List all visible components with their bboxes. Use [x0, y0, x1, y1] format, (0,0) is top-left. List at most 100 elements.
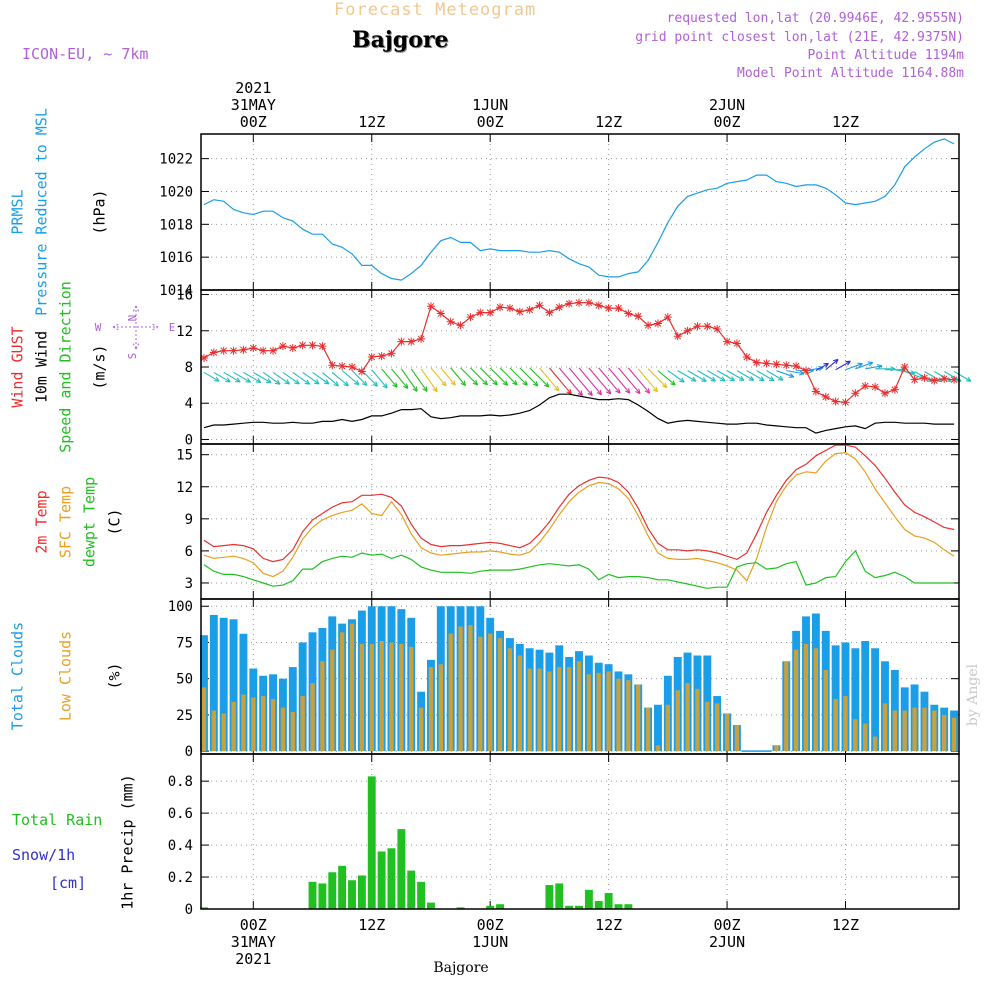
- low-cloud-bar: [290, 711, 295, 752]
- grid-coords: grid point closest lon,lat (21E, 42.9375…: [635, 30, 964, 45]
- precip-rain-label: Total Rain: [12, 811, 102, 829]
- low-cloud-bar: [793, 649, 799, 752]
- low-cloud-bar: [537, 668, 542, 752]
- wind-arrow-head: [354, 382, 360, 386]
- wind-arrow-head: [356, 380, 360, 385]
- top-time-label: 12Z: [832, 113, 859, 131]
- wind-arrow: [756, 370, 775, 382]
- precip-bar: [545, 885, 554, 909]
- wind-arrow-head: [385, 383, 388, 389]
- wind-arrow-head: [276, 379, 281, 385]
- low-cloud-bar: [695, 688, 700, 752]
- wind-arrow-head: [681, 377, 685, 383]
- requested-coords: requested lon,lat (20.9946E, 42.9555N): [666, 11, 964, 26]
- wind-arrow: [657, 370, 676, 386]
- bottom-station-label: Bajgore: [433, 960, 488, 976]
- credit-text: by Angel: [965, 663, 981, 726]
- wind-arrow-head: [492, 382, 498, 386]
- wind-arrow: [440, 367, 456, 386]
- low-cloud-bar: [616, 678, 621, 752]
- wind-arrow-head: [546, 382, 550, 388]
- low-cloud-bar: [280, 707, 286, 752]
- wind-arrow: [786, 370, 805, 375]
- wind-arrow: [489, 367, 508, 386]
- wind-arrow-head: [441, 383, 447, 387]
- wind-arrow: [223, 371, 241, 383]
- wind-arrow: [578, 367, 602, 396]
- clouds-axis-label: Low Clouds: [57, 631, 75, 721]
- temperature-axis-label: (C): [106, 508, 124, 535]
- wind-series-line-0: [203, 302, 955, 403]
- gust-marker: [683, 326, 692, 335]
- gust-marker: [792, 362, 801, 371]
- wind-arrow: [835, 360, 851, 371]
- gust-marker: [851, 389, 860, 398]
- gust-marker: [624, 309, 633, 318]
- gust-marker: [811, 387, 820, 396]
- bottom-time-label: 2JUN: [709, 933, 745, 951]
- gust-marker: [762, 359, 771, 368]
- low-cloud-bar: [478, 636, 483, 752]
- wind-arrow-head: [554, 388, 560, 392]
- low-cloud-bar: [468, 625, 473, 752]
- top-time-label: 12Z: [595, 113, 622, 131]
- top-time-label: 12Z: [358, 113, 385, 131]
- bottom-time-label: 1JUN: [472, 933, 508, 951]
- wind-arrow: [519, 367, 539, 387]
- gust-marker: [940, 374, 949, 383]
- bottom-time-label: 12Z: [832, 916, 859, 934]
- low-cloud-bar: [813, 648, 819, 752]
- temperature-axis-label: SFC Temp: [57, 486, 75, 558]
- wind-arrow-head: [435, 386, 438, 392]
- gust-marker: [476, 308, 485, 317]
- low-cloud-bar: [902, 710, 907, 752]
- gust-marker: [249, 343, 258, 352]
- gust-marker: [367, 353, 376, 362]
- low-cloud-bar: [803, 643, 809, 752]
- gust-marker: [604, 304, 613, 313]
- gust-marker: [900, 363, 909, 371]
- clouds-bar: [654, 704, 662, 752]
- pressure-series-line-0: [203, 138, 955, 281]
- temperature-ytick-label: 9: [185, 512, 193, 528]
- wind-axis-label: (m/s): [91, 344, 109, 389]
- wind-arrow-head: [615, 390, 621, 394]
- wind-arrow: [716, 370, 735, 382]
- gust-marker: [328, 361, 337, 370]
- clouds-bar: [288, 667, 297, 752]
- wind-arrow: [855, 361, 873, 370]
- gust-marker: [535, 301, 544, 310]
- wind-arrow-head: [236, 377, 241, 383]
- wind-arrow: [272, 371, 290, 385]
- wind-arrow-head: [425, 386, 428, 392]
- wind-arrow-head: [375, 381, 378, 387]
- wind-arrow-head: [692, 376, 697, 382]
- precip-bar: [604, 893, 613, 909]
- wind-arrow-head: [543, 384, 549, 388]
- wind-arrow-head: [535, 381, 539, 387]
- gust-marker: [772, 360, 781, 369]
- gust-marker: [861, 382, 870, 391]
- wind-arrow-head: [740, 375, 745, 381]
- model-label: ICON-EU, ~ 7km: [22, 45, 149, 63]
- low-cloud-bar: [221, 713, 226, 752]
- wind-arrow-head: [345, 381, 349, 387]
- wind-arrow-head: [364, 380, 368, 386]
- gust-marker: [496, 303, 505, 312]
- precip-bar: [565, 905, 574, 909]
- gust-marker: [259, 346, 268, 355]
- precip-bar: [200, 907, 208, 909]
- bottom-time-label: 12Z: [358, 916, 385, 934]
- wind-arrow: [361, 370, 378, 387]
- wind-arrow: [707, 370, 726, 382]
- gust-marker: [693, 322, 702, 331]
- gust-marker: [397, 337, 406, 346]
- wind-arrow-head: [514, 379, 518, 386]
- temperature-series-line-0: [203, 444, 955, 563]
- clouds-bar: [871, 648, 880, 752]
- low-cloud-bar: [922, 707, 927, 752]
- wind-arrow-head: [482, 382, 488, 386]
- precip-ytick-label: 0: [185, 902, 193, 918]
- gust-marker: [950, 375, 959, 384]
- gust-marker: [634, 312, 643, 321]
